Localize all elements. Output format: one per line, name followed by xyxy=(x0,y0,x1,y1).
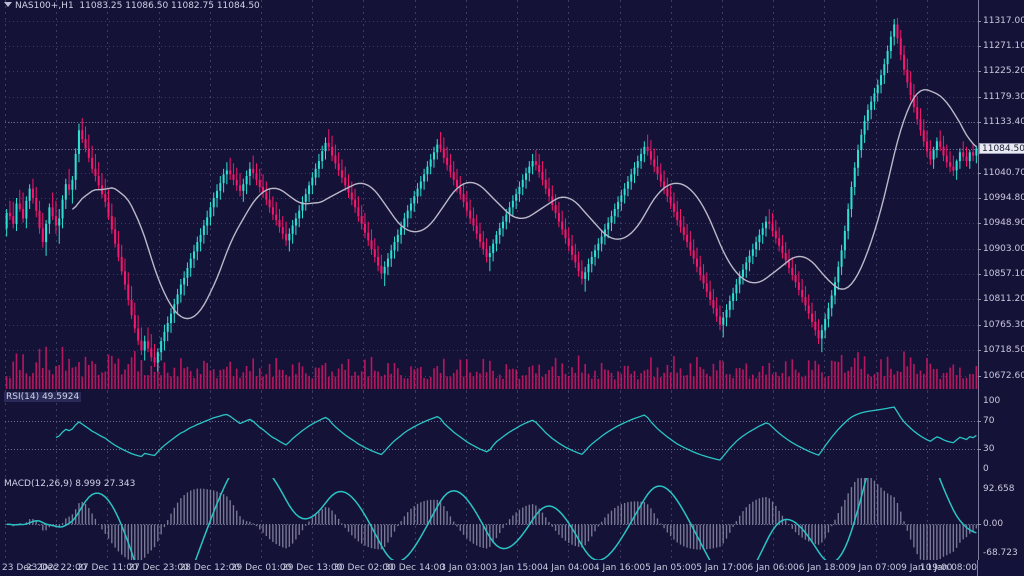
price-tick xyxy=(978,274,981,275)
time-axis-label: 3 Jan 15:00 xyxy=(491,563,543,573)
time-axis-label: 29 Dec 13:00 xyxy=(281,563,343,573)
time-axis-label: 27 Dec 11:00 xyxy=(77,563,138,573)
symbol-header: NAS100+,H1 11083.25 11086.50 11082.75 11… xyxy=(4,1,260,12)
price-tick xyxy=(978,198,981,199)
time-axis-label: 10 Jan 08:00 xyxy=(920,563,977,573)
price-tick xyxy=(978,71,981,72)
time-axis-label: 4 Jan 04:00 xyxy=(542,563,594,573)
price-axis-label: 11133.40 xyxy=(983,117,1024,127)
ohlc-values: 11083.25 11086.50 11082.75 11084.50 xyxy=(79,1,260,11)
rsi-tick xyxy=(978,421,981,422)
price-axis-label: 11317.00 xyxy=(983,16,1024,26)
price-tick xyxy=(978,249,981,250)
macd-axis-label: 92.658 xyxy=(983,484,1015,494)
rsi-axis-label: 0 xyxy=(983,464,989,474)
axis-divider xyxy=(978,478,979,560)
symbol-label: NAS100+,H1 xyxy=(15,1,74,11)
macd-panel[interactable]: MACD(12,26,9) 8.999 27.343 92.658 0.00 -68… xyxy=(0,478,1024,560)
macd-label: MACD(12,26,9) 8.999 27.343 xyxy=(4,479,136,489)
price-tick xyxy=(978,97,981,98)
rsi-axis-label: 70 xyxy=(983,416,995,426)
rsi-tick xyxy=(978,449,981,450)
price-tick xyxy=(978,46,981,47)
time-axis-label: 30 Dec 02:00 xyxy=(333,563,394,573)
time-axis-label: 3 Jan 03:00 xyxy=(440,563,492,573)
rsi-plot-area[interactable] xyxy=(5,391,978,478)
price-axis-label: 11040.70 xyxy=(983,168,1024,178)
price-axis-label: 10672.60 xyxy=(983,371,1024,381)
price-axis-label: 10718.50 xyxy=(983,345,1024,355)
macd-axis[interactable]: 92.658 0.00 -68.723 xyxy=(978,478,1024,560)
price-axis-label: 10811.20 xyxy=(983,294,1024,304)
macd-axis-label: -68.723 xyxy=(983,548,1018,558)
time-axis-label: 9 Jan 19:00 xyxy=(901,563,953,573)
macd-tick xyxy=(978,524,981,525)
price-tick xyxy=(978,21,981,22)
price-axis-label: 11225.20 xyxy=(983,66,1024,76)
axis-divider xyxy=(978,391,979,478)
price-tick xyxy=(978,173,981,174)
price-tick xyxy=(978,376,981,377)
price-tick xyxy=(978,325,981,326)
rsi-header: RSI(14) 49.5924 xyxy=(4,392,82,403)
time-axis-label: 4 Jan 16:00 xyxy=(593,563,646,573)
price-axis-label: 10765.30 xyxy=(983,320,1024,330)
macd-header: MACD(12,26,9) 8.999 27.343 xyxy=(4,479,135,490)
chevron-down-icon[interactable] xyxy=(4,2,12,7)
rsi-panel[interactable]: RSI(14) 49.5924 100 70 30 0 xyxy=(0,391,1024,478)
axis-divider xyxy=(977,560,978,576)
macd-axis-label: 0.00 xyxy=(983,519,1004,529)
time-axis-label: 23 Dec 22:00 xyxy=(25,563,87,573)
time-axis-label: 29 Dec 01:00 xyxy=(230,563,292,573)
time-axis-label: 5 Jan 05:00 xyxy=(645,563,697,573)
rsi-axis-label: 100 xyxy=(983,396,1001,406)
rsi-axis-label: 30 xyxy=(983,444,995,454)
price-axis[interactable]: 11317.00 11271.10 11225.20 11179.30 11133.40… xyxy=(978,0,1024,391)
price-tick xyxy=(978,122,981,123)
macd-plot-area[interactable] xyxy=(5,478,978,560)
price-tick xyxy=(978,350,981,351)
price-axis-label: 11271.10 xyxy=(983,41,1024,51)
price-panel[interactable]: NAS100+,H1 11083.25 11086.50 11082.75 11… xyxy=(0,0,1024,391)
price-axis-label: 10903.00 xyxy=(983,244,1024,254)
time-axis-label: 6 Jan 06:00 xyxy=(747,563,799,573)
time-axis-label: 30 Dec 14:00 xyxy=(384,563,445,573)
price-tick xyxy=(978,223,981,224)
time-axis-label: 23 Dec 2022 xyxy=(2,563,60,573)
price-axis-label: 10994.80 xyxy=(983,193,1024,203)
time-axis-label: 9 Jan 07:00 xyxy=(849,563,902,573)
time-axis[interactable]: 23 Dec 2022 23 Dec 22:00 27 Dec 11:00 27 De… xyxy=(0,560,1024,576)
current-price-tag: 11084.50 xyxy=(979,143,1024,154)
axis-divider xyxy=(978,0,979,391)
price-tick xyxy=(978,299,981,300)
time-axis-label: 28 Dec 12:00 xyxy=(179,563,241,573)
time-axis-label: 5 Jan 17:00 xyxy=(696,563,748,573)
price-axis-label: 11179.30 xyxy=(983,92,1024,102)
price-axis-label: 10857.10 xyxy=(983,269,1024,279)
rsi-label: RSI(14) 49.5924 xyxy=(4,392,82,402)
price-plot-area[interactable] xyxy=(5,0,978,391)
price-axis-label: 10948.90 xyxy=(983,218,1024,228)
time-axis-label: 6 Jan 18:00 xyxy=(798,563,850,573)
rsi-axis[interactable]: 100 70 30 0 xyxy=(978,391,1024,478)
time-axis-label: 27 Dec 23:00 xyxy=(128,563,189,573)
